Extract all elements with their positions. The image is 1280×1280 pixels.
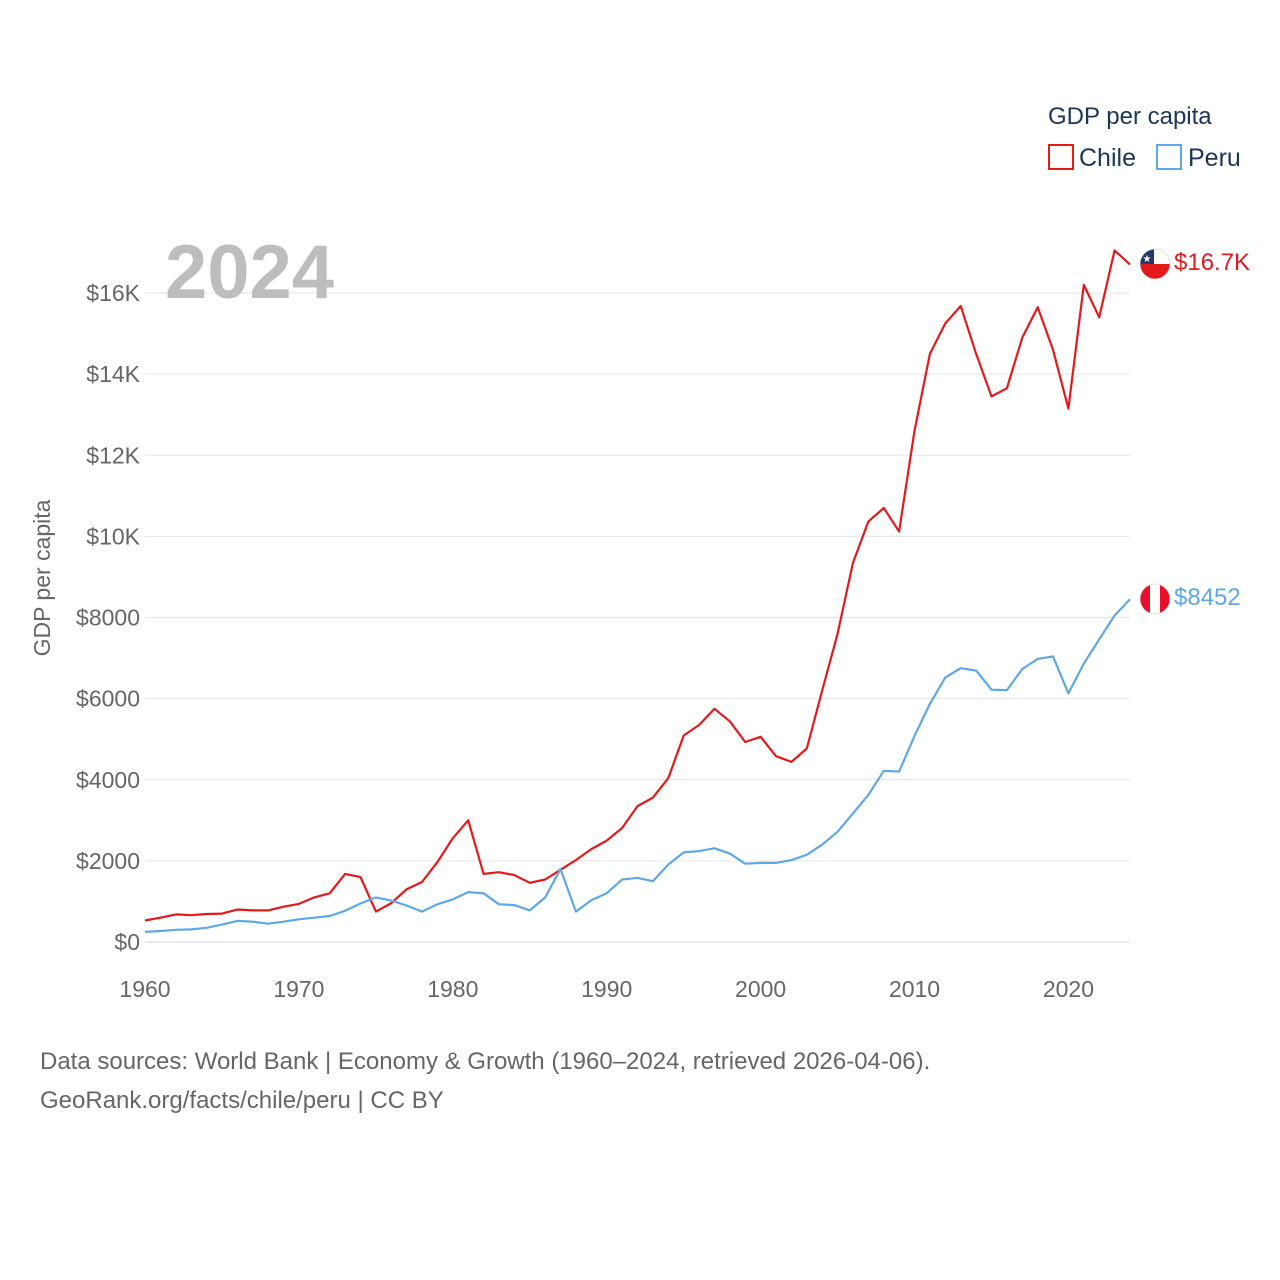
legend-label-peru[interactable]: Peru [1188,144,1241,172]
x-tick-label: 2000 [735,976,786,1002]
y-tick-label: $6000 [76,686,140,712]
y-tick-label: $2000 [76,848,140,874]
legend: GDP per capita Chile Peru [1048,103,1241,172]
source-line-2[interactable]: GeoRank.org/facts/chile/peru | CC BY [40,1087,444,1114]
y-tick-label: $8000 [76,605,140,631]
x-tick-label: 1970 [273,976,324,1002]
y-tick-label: $4000 [76,767,140,793]
data-source-note: Data sources: World Bank | Economy & Gro… [40,1042,1140,1120]
x-tick-label: 1980 [427,976,478,1002]
year-label: 2024 [165,230,334,315]
y-tick-label: $12K [86,442,140,468]
y-axis-label: GDP per capita [29,499,55,656]
y-axis-ticks: $0 $2000 $4000 $6000 $8000 $10K $12K $14K $16K [76,280,141,955]
y-tick-label: $10K [86,523,140,549]
legend-swatch-peru [1156,144,1182,170]
end-label-chile: $16.7K [1174,249,1250,276]
y-tick-label: $14K [86,361,140,387]
legend-title: GDP per capita [1048,103,1212,130]
series-line-peru [144,598,1131,933]
x-tick-label: 2010 [889,976,940,1002]
source-line-1: Data sources: World Bank | Economy & Gro… [40,1048,931,1075]
x-axis-ticks: 1960 1970 1980 1990 2000 2010 2020 [119,976,1094,1002]
end-label-peru: $8452 [1174,584,1241,611]
y-tick-label: $16K [86,280,140,306]
legend-swatch-chile [1048,144,1074,170]
x-tick-label: 1990 [581,976,632,1002]
y-tick-label: $0 [114,929,140,955]
x-tick-label: 1960 [119,976,170,1002]
svg-text:★: ★ [1143,254,1152,265]
grid-lines [145,292,1130,943]
legend-label-chile[interactable]: Chile [1079,144,1136,172]
peru-flag-icon [1139,583,1171,615]
x-tick-label: 2020 [1043,976,1094,1002]
chile-flag-icon: ★ [1139,248,1171,280]
series-line-chile [144,249,1131,922]
